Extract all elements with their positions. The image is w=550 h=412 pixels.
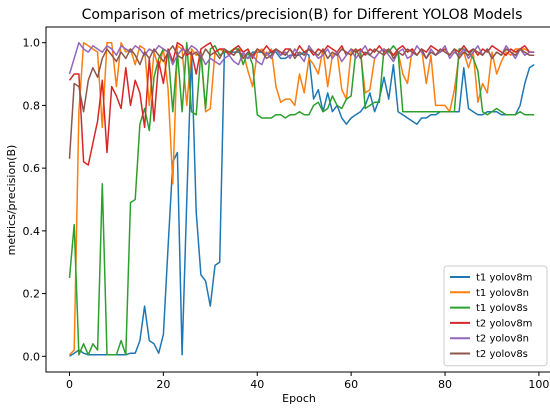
legend-label: t2 yolov8s <box>476 349 528 360</box>
y-axis-label: metrics/precision(B) <box>5 145 18 256</box>
x-tick-label: 100 <box>528 378 549 391</box>
series-line-t2-yolov8s <box>68 45 535 159</box>
x-axis-label: Epoch <box>282 392 316 405</box>
plot-frame <box>45 26 550 373</box>
x-tick-label: 20 <box>156 378 170 391</box>
series-line-t1-yolov8s <box>68 41 535 356</box>
x-tick-label: 0 <box>66 378 73 391</box>
legend-box <box>443 265 548 367</box>
axis-ticks: 0 20 40 60 80 100 0.0 0.2 0.4 0.6 0.8 1.0 <box>23 37 550 391</box>
plot-area <box>68 41 535 357</box>
series-line-t2-yolov8m <box>68 41 535 166</box>
x-tick-label: 40 <box>250 378 264 391</box>
legend-label: t1 yolov8n <box>476 288 529 299</box>
y-tick-label: 1.0 <box>23 37 41 50</box>
chart-title: Comparison of metrics/precision(B) for D… <box>82 7 523 23</box>
x-tick-label: 60 <box>344 378 358 391</box>
x-tick-label: 80 <box>438 378 452 391</box>
legend-label: t1 yolov8m <box>476 273 532 284</box>
y-tick-label: 0.2 <box>23 288 41 301</box>
y-tick-label: 0.0 <box>23 350 41 363</box>
legend-label: t2 yolov8n <box>476 334 529 345</box>
y-tick-label: 0.8 <box>23 99 41 112</box>
y-tick-label: 0.6 <box>23 162 41 175</box>
legend-label: t2 yolov8m <box>476 318 532 329</box>
y-tick-label: 0.4 <box>23 225 41 238</box>
legend-label: t1 yolov8s <box>476 303 528 314</box>
legend: t1 yolov8m t1 yolov8n t1 yolov8s t2 yolov8m… <box>443 265 548 367</box>
